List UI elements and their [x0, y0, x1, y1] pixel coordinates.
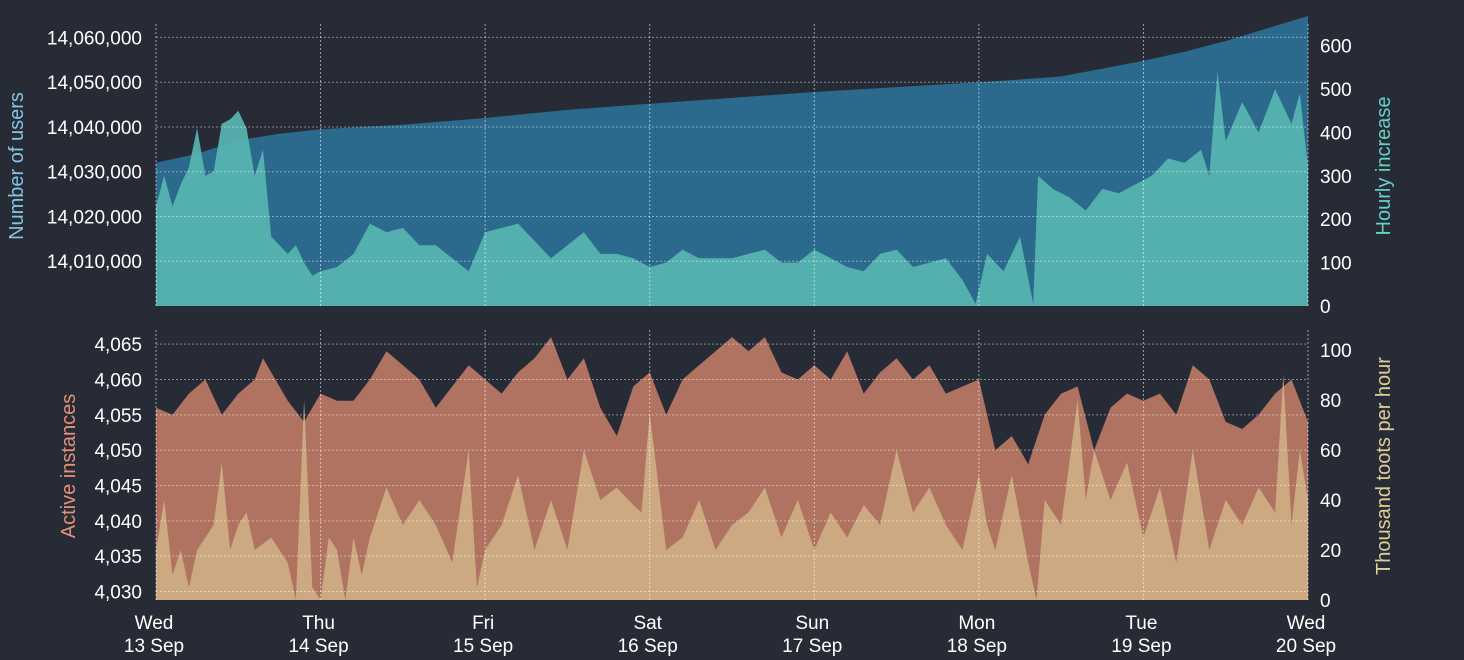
users-area-layers	[156, 16, 1308, 306]
users-right-tick-label: 200	[1320, 210, 1352, 231]
toots-axis-label: Thousand toots per hour	[1373, 357, 1395, 575]
users-series-secondary-area	[156, 71, 1308, 306]
users-gridlines	[155, 24, 1309, 306]
date-tick-date: 15 Sep	[453, 636, 513, 657]
users-right-tick-label: 300	[1320, 167, 1352, 188]
instances-left-tick-label: 4,055	[94, 406, 142, 427]
toots-axis-ticks: 0 20 40 60 80 100	[1320, 341, 1352, 612]
date-tick-weekday: Mon	[958, 613, 995, 634]
instances-left-tick-label: 4,050	[94, 441, 142, 462]
date-tick-weekday: Sun	[795, 613, 829, 634]
date-tick-weekday: Wed	[135, 613, 174, 634]
users-panel: 14,010,000 14,020,000 14,030,000 14,040,000…	[6, 16, 1395, 318]
users-left-tick-label: 14,020,000	[47, 207, 142, 228]
date-tick-date: 17 Sep	[782, 636, 842, 657]
date-tick-weekday: Wed	[1287, 613, 1326, 634]
instances-left-tick-label: 4,060	[94, 370, 142, 391]
instances-left-tick-label: 4,040	[94, 512, 142, 533]
users-left-tick-label: 14,030,000	[47, 163, 142, 184]
users-right-tick-label: 0	[1320, 297, 1331, 318]
instances-left-tick-label: 4,030	[94, 583, 142, 604]
date-tick-date: 19 Sep	[1111, 636, 1171, 657]
instances-axis-label: Active instances	[58, 394, 80, 539]
users-right-tick-label: 400	[1320, 123, 1352, 144]
users-axis-label: Number of users	[6, 92, 28, 240]
users-right-tick-label: 500	[1320, 80, 1352, 101]
users-left-tick-label: 14,010,000	[47, 252, 142, 273]
instances-axis-ticks: 4,030 4,035 4,040 4,045 4,050 4,055 4,060 4,065	[94, 335, 142, 603]
users-axis-ticks: 14,010,000 14,020,000 14,030,000 14,040,000…	[47, 28, 142, 273]
instances-series-secondary-area	[156, 375, 1308, 600]
users-left-tick-label: 14,040,000	[47, 118, 142, 139]
instances-right-tick-label: 80	[1320, 391, 1341, 412]
instances-area-layers	[156, 337, 1308, 600]
users-series-primary-area	[156, 16, 1308, 306]
date-tick-weekday: Tue	[1125, 613, 1157, 634]
date-tick-weekday: Fri	[472, 613, 494, 634]
users-left-tick-label: 14,060,000	[47, 28, 142, 49]
instances-panel: 4,030 4,035 4,040 4,045 4,050 4,055 4,060 4,065…	[58, 330, 1395, 612]
instances-right-tick-label: 100	[1320, 341, 1352, 362]
date-tick-date: 13 Sep	[124, 636, 184, 657]
hourly-increase-axis-ticks: 0 100 200 300 400 500 600	[1320, 37, 1352, 318]
instances-right-tick-label: 20	[1320, 541, 1341, 562]
date-tick-date: 18 Sep	[947, 636, 1007, 657]
date-tick-weekday: Thu	[302, 613, 335, 634]
users-left-tick-label: 14,050,000	[47, 73, 142, 94]
hourly-increase-axis-label: Hourly increase	[1373, 97, 1395, 236]
instances-right-tick-label: 60	[1320, 441, 1341, 462]
instances-left-tick-label: 4,035	[94, 547, 142, 568]
instances-left-tick-label: 4,045	[94, 476, 142, 497]
date-tick-date: 20 Sep	[1276, 636, 1336, 657]
date-tick-date: 14 Sep	[288, 636, 348, 657]
users-right-tick-label: 600	[1320, 37, 1352, 58]
date-tick-weekday: Sat	[633, 613, 662, 634]
instances-gridlines	[155, 330, 1309, 600]
instances-left-tick-label: 4,065	[94, 335, 142, 356]
users-right-tick-label: 100	[1320, 254, 1352, 275]
instances-right-tick-label: 40	[1320, 491, 1341, 512]
date-tick-date: 16 Sep	[618, 636, 678, 657]
instances-right-tick-label: 0	[1320, 591, 1331, 612]
